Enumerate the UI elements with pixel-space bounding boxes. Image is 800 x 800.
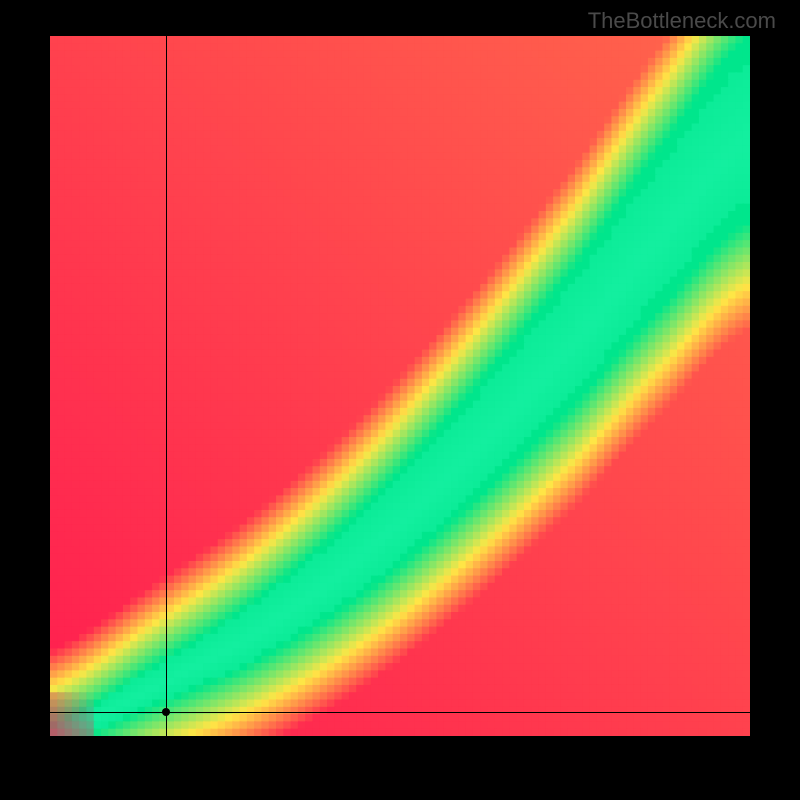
heatmap-canvas [50, 36, 750, 736]
plot-area [50, 36, 750, 736]
watermark-text: TheBottleneck.com [588, 8, 776, 34]
